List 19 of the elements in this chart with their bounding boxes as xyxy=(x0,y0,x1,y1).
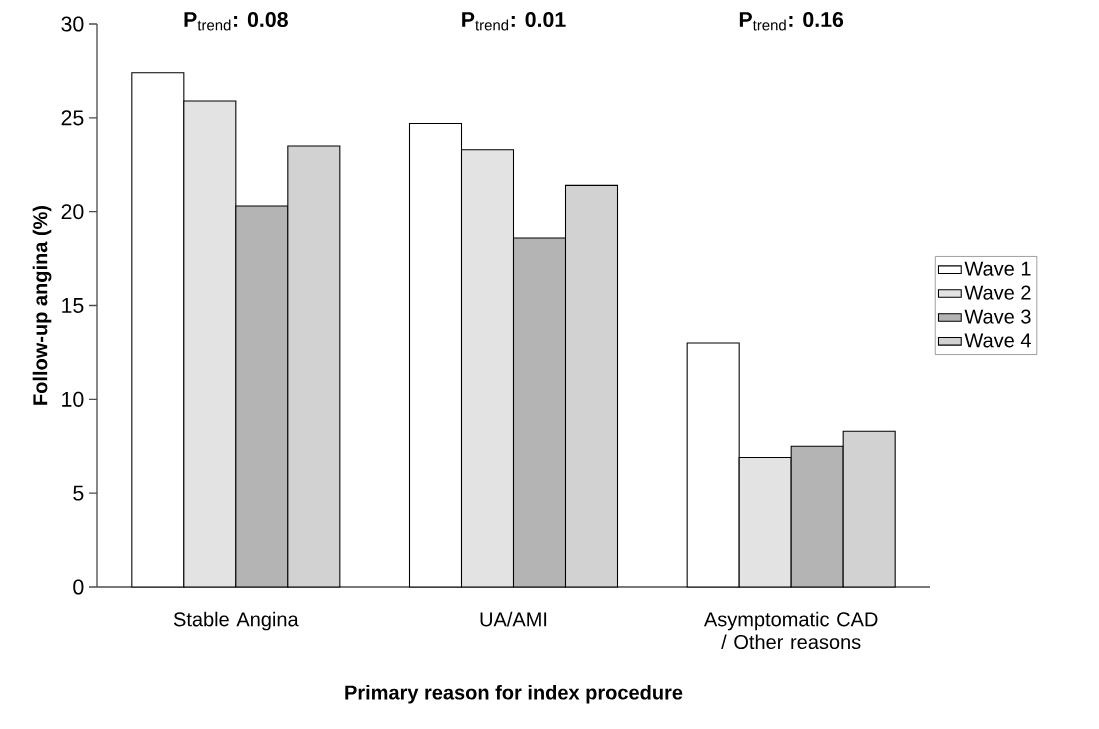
legend-label: Wave 2 xyxy=(964,285,1031,300)
y-tick-label: 25 xyxy=(61,110,84,126)
legend-label: Wave 4 xyxy=(964,333,1031,348)
annotation: P$_{trend}$: 0.16 xyxy=(739,11,844,31)
y-tick-label: 0 xyxy=(73,579,84,595)
y-tick-label: 15 xyxy=(62,298,84,313)
legend-label: Wave 3 xyxy=(964,309,1031,324)
y-tick-label: 5 xyxy=(73,485,84,501)
y-tick-label: 30 xyxy=(61,16,84,32)
annotation: P$_{trend}$: 0.01 xyxy=(462,11,566,31)
x-tick-label: UA/AMI xyxy=(480,611,547,627)
y-tick-label: 10 xyxy=(62,391,84,407)
x-tick-label: Stable Angina xyxy=(173,611,299,631)
x-tick-label: Asymptomatic CAD / Other reasons xyxy=(703,611,878,650)
legend-label: Wave 1 xyxy=(964,261,1031,276)
y-tick-label: 20 xyxy=(61,204,84,220)
y-axis-title: Follow-up angina (%) xyxy=(32,205,52,405)
x-axis-title: Primary reason for index procedure xyxy=(345,684,683,704)
annotation: P$_{trend}$: 0.08 xyxy=(184,11,288,31)
